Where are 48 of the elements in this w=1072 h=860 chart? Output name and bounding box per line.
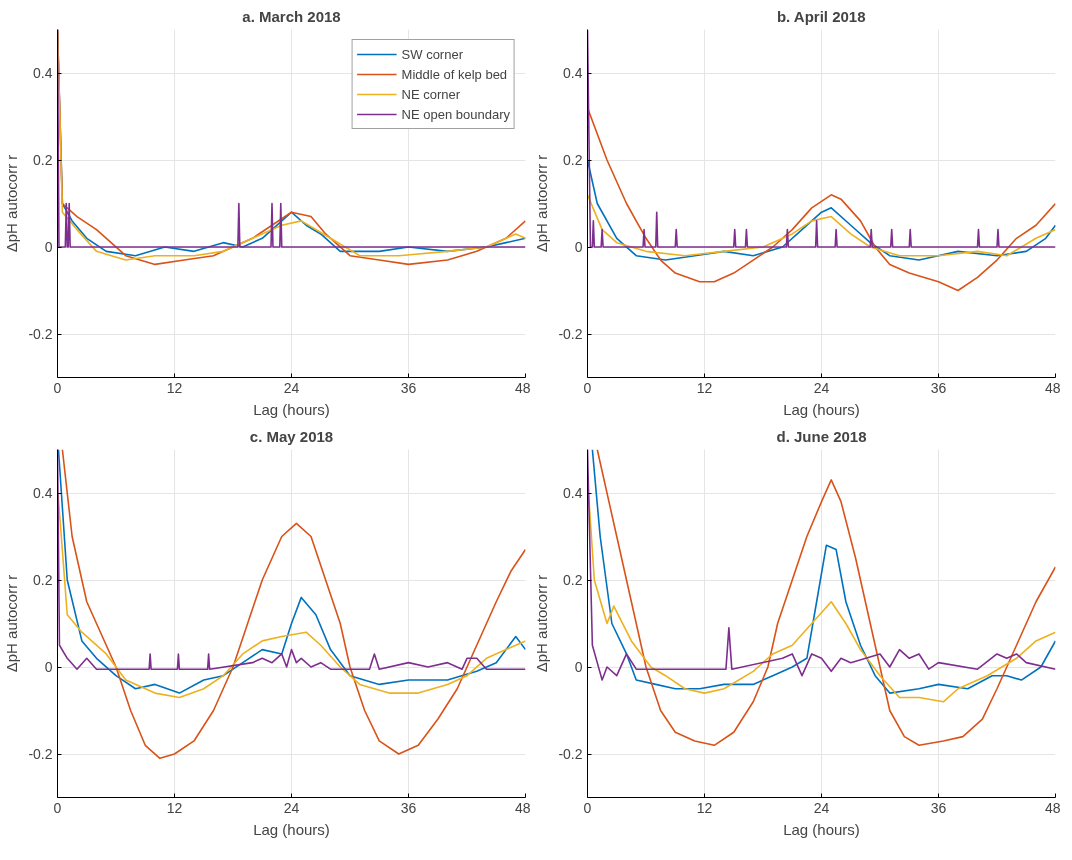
chart-title: d. June 2018: [776, 427, 867, 445]
x-tick-label: 48: [1044, 799, 1061, 816]
x-axis-title: Lag (hours): [253, 400, 330, 418]
y-tick-label: -0.2: [28, 746, 53, 762]
y-tick-label: -0.2: [558, 326, 583, 342]
y-tick-label: 0.4: [563, 65, 583, 81]
y-tick-label: 0.2: [33, 152, 53, 168]
legend-label: NE open boundary: [401, 106, 510, 122]
x-tick-label: 36: [930, 799, 947, 816]
x-tick-label: 12: [696, 379, 713, 396]
y-tick-label: -0.2: [558, 746, 583, 762]
y-tick-label: 0.2: [33, 572, 53, 588]
x-tick-label: 24: [283, 379, 300, 396]
x-tick-label: 12: [696, 799, 713, 816]
y-tick-label: 0.4: [563, 485, 583, 501]
x-tick-label: 36: [400, 379, 417, 396]
y-tick-label: -0.2: [28, 326, 53, 342]
y-axis-title: ΔpH autocorr r: [533, 154, 551, 253]
y-axis-title: ΔpH autocorr r: [533, 574, 551, 673]
y-axis-title: ΔpH autocorr r: [3, 154, 21, 253]
x-tick-label: 48: [514, 379, 531, 396]
x-axis-title: Lag (hours): [783, 820, 860, 838]
x-axis-title: Lag (hours): [783, 400, 860, 418]
y-tick-label: 0: [574, 659, 583, 675]
x-tick-label: 24: [283, 799, 300, 816]
legend-label: SW corner: [401, 46, 463, 62]
x-tick-label: 48: [514, 799, 531, 816]
legend-label: NE corner: [401, 86, 461, 102]
y-tick-label: 0.4: [33, 65, 53, 81]
x-tick-label: 24: [813, 379, 830, 396]
x-tick-label: 36: [930, 379, 947, 396]
x-tick-label: 24: [813, 799, 830, 816]
y-tick-label: 0: [44, 659, 53, 675]
y-axis-title: ΔpH autocorr r: [3, 574, 21, 673]
y-tick-label: 0: [44, 239, 53, 255]
chart-title: a. March 2018: [242, 7, 341, 25]
y-tick-label: 0: [574, 239, 583, 255]
x-axis-title: Lag (hours): [253, 820, 330, 838]
y-tick-label: 0.4: [33, 485, 53, 501]
chart-title: c. May 2018: [249, 427, 334, 445]
chart-title: b. April 2018: [776, 7, 866, 25]
legend-label: Middle of kelp bed: [401, 66, 508, 82]
x-tick-label: 12: [166, 379, 183, 396]
x-tick-label: 12: [166, 799, 183, 816]
y-tick-label: 0.2: [563, 152, 583, 168]
x-tick-label: 36: [400, 799, 417, 816]
x-tick-label: 48: [1044, 379, 1061, 396]
y-tick-label: 0.2: [563, 572, 583, 588]
